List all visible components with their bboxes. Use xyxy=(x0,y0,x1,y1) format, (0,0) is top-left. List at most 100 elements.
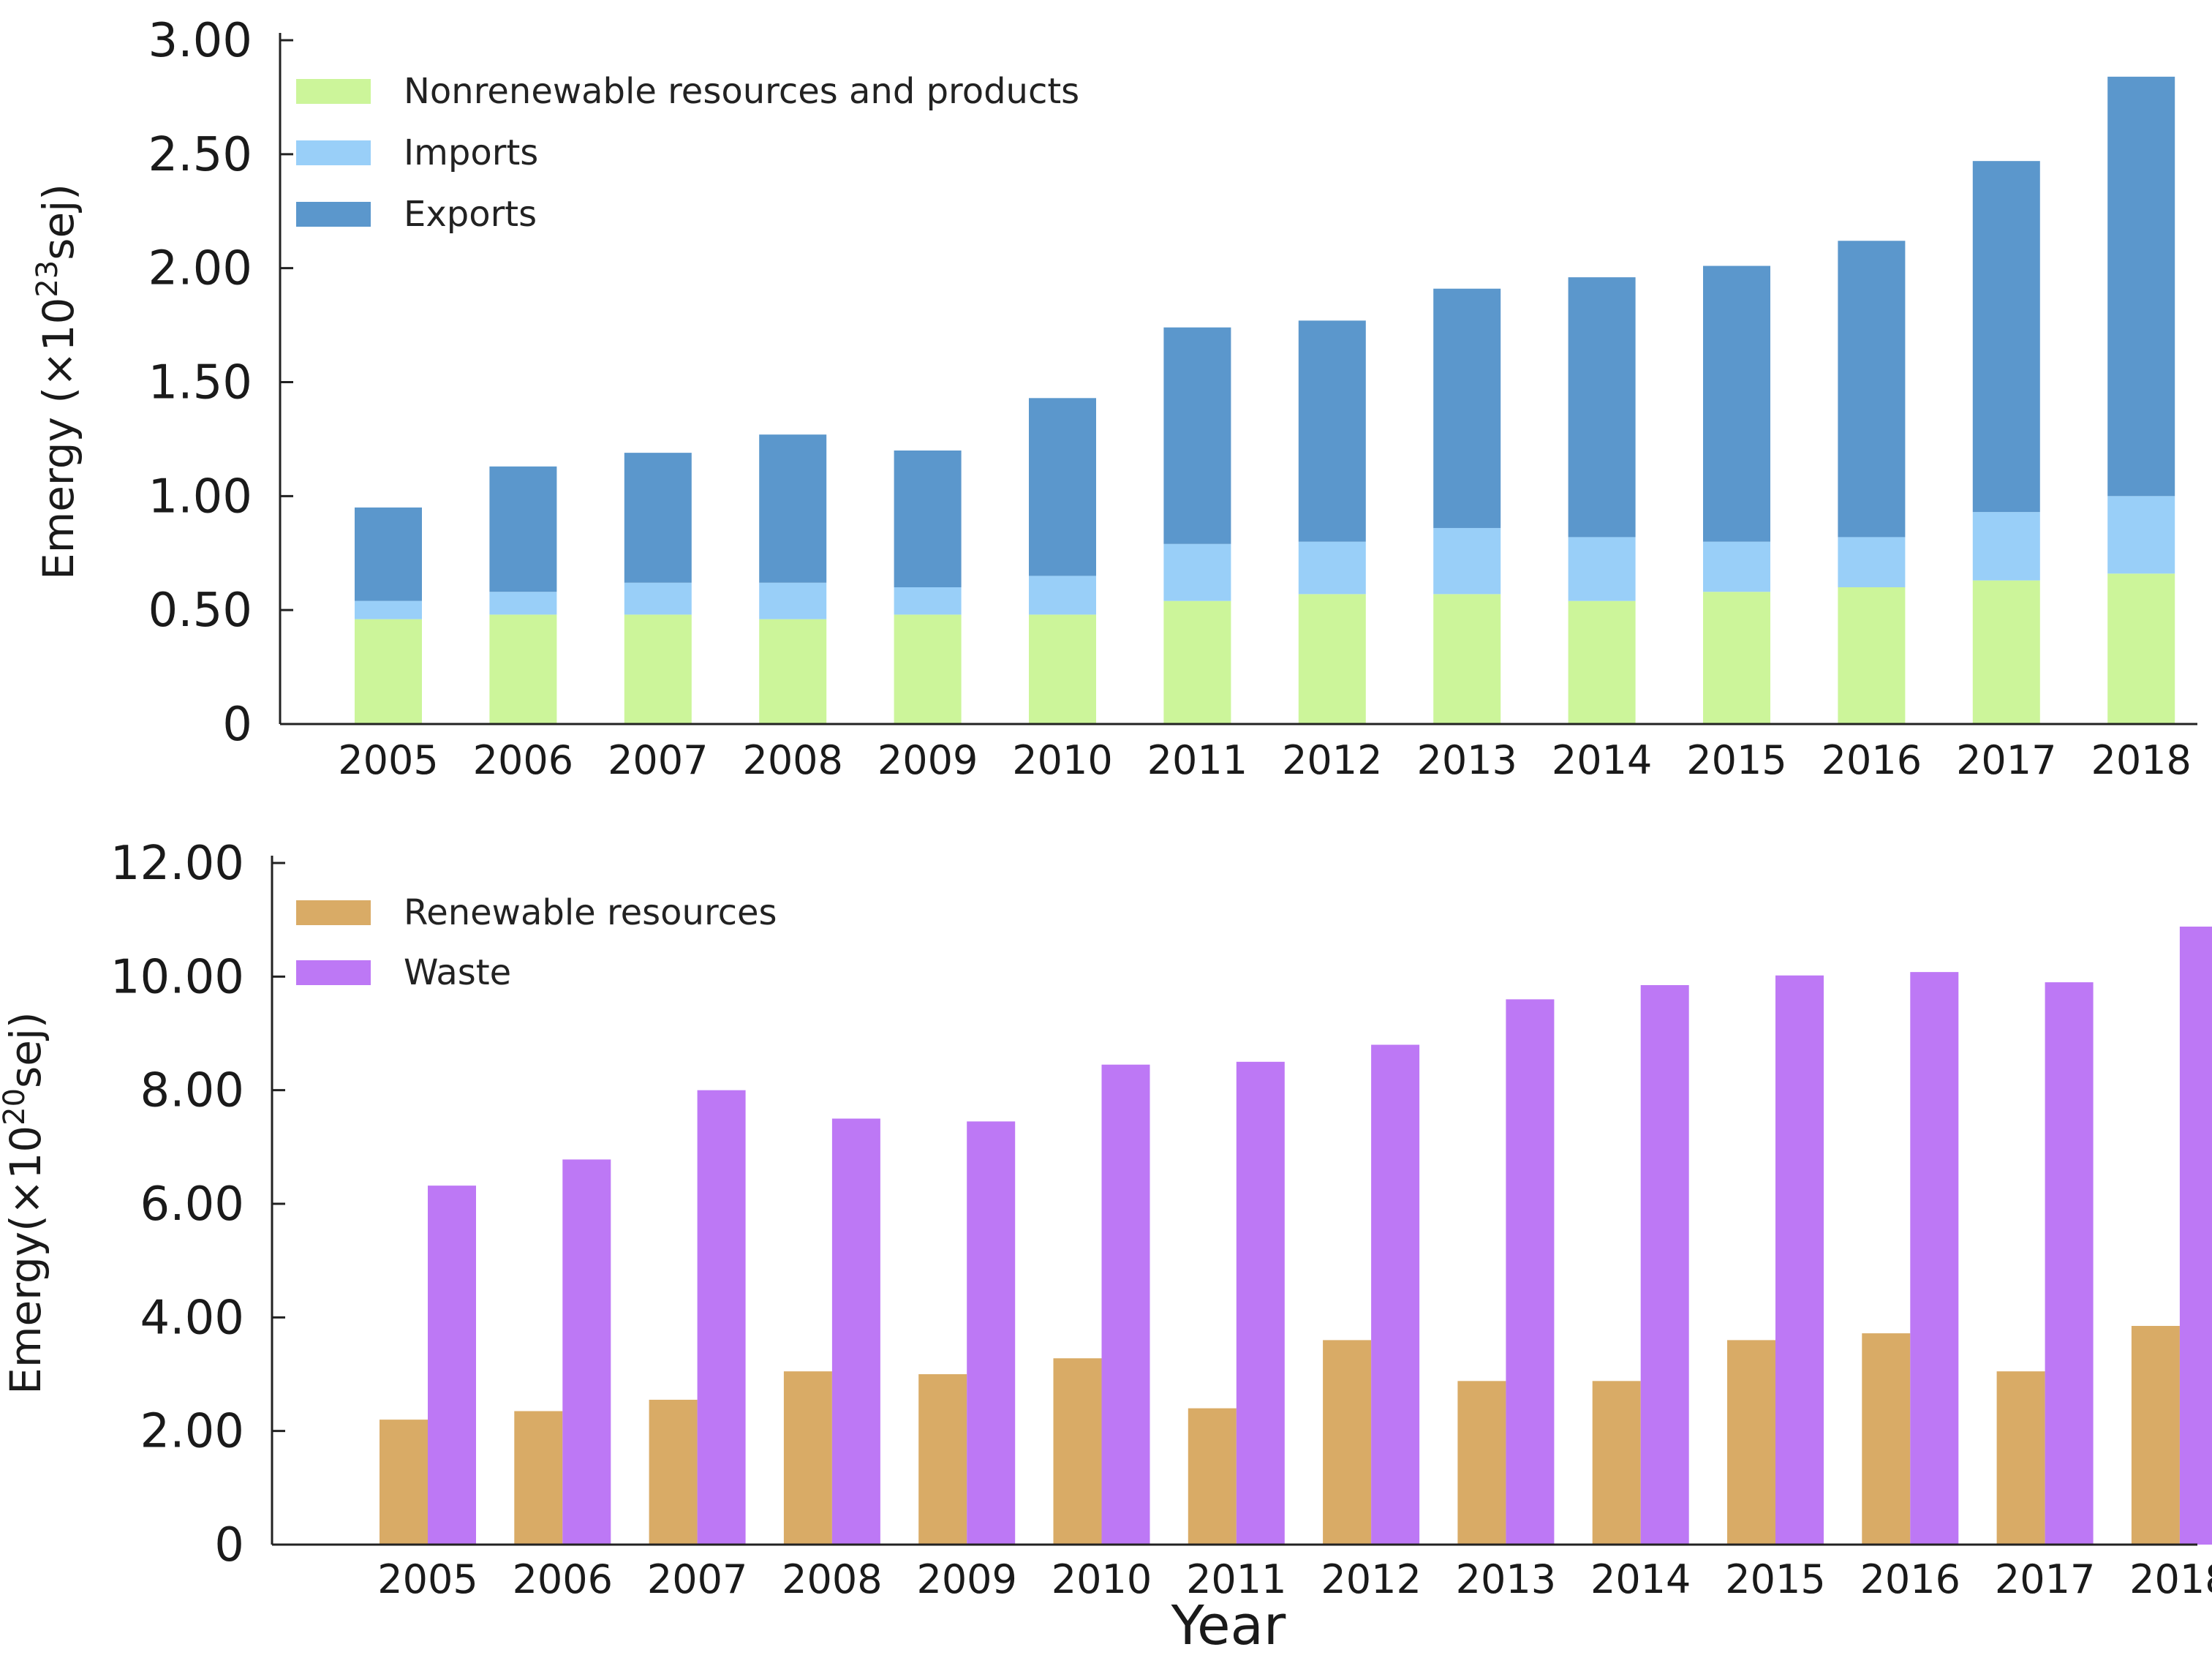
bar-imports-2005 xyxy=(355,600,422,619)
x-tick-label-2015: 2015 xyxy=(1686,737,1786,783)
legend-swatch-waste xyxy=(296,960,371,985)
y-tick-label: 8.00 xyxy=(140,1064,245,1118)
legend-swatch-nonrenewable-resources-and-products xyxy=(296,79,371,104)
y-tick-label: 10.00 xyxy=(110,950,244,1004)
y-tick-label: 0 xyxy=(222,698,252,752)
bar-waste-2008 xyxy=(831,1118,880,1545)
y-tick-label: 3.00 xyxy=(148,14,253,68)
bar-renewable-resources-2015 xyxy=(1727,1340,1775,1545)
x-tick-label-2013: 2013 xyxy=(1416,737,1517,783)
bar-waste-2015 xyxy=(1775,975,1824,1545)
bar-renewable-resources-2014 xyxy=(1592,1381,1641,1545)
bar-waste-2016 xyxy=(1910,972,1959,1545)
x-tick-label-2017: 2017 xyxy=(1995,1556,2095,1602)
bar-waste-2009 xyxy=(967,1121,1016,1545)
bar-exports-2015 xyxy=(1703,265,1770,542)
bar-nonrenewable-resources-and-products-2007 xyxy=(624,614,692,724)
bar-exports-2005 xyxy=(355,507,422,601)
bar-waste-2005 xyxy=(428,1186,476,1545)
bar-exports-2008 xyxy=(759,434,827,583)
bar-waste-2017 xyxy=(2045,982,2094,1545)
x-tick-label-2006: 2006 xyxy=(473,737,573,783)
bar-imports-2008 xyxy=(759,582,827,619)
bar-renewable-resources-2006 xyxy=(514,1411,563,1545)
bar-exports-2018 xyxy=(2107,76,2175,497)
bar-exports-2007 xyxy=(624,453,692,583)
x-tick-label-2017: 2017 xyxy=(1956,737,2056,783)
x-tick-label-2009: 2009 xyxy=(916,1556,1016,1602)
bar-renewable-resources-2007 xyxy=(649,1399,698,1545)
bar-waste-2011 xyxy=(1236,1061,1285,1545)
bar-nonrenewable-resources-and-products-2014 xyxy=(1568,600,1636,724)
bar-exports-2017 xyxy=(1972,161,2040,513)
bar-nonrenewable-resources-and-products-2009 xyxy=(894,614,962,724)
x-tick-label-2014: 2014 xyxy=(1552,737,1652,783)
bar-renewable-resources-2016 xyxy=(1862,1333,1911,1545)
y-axis-label: Emergy(×1020sej) xyxy=(0,1011,50,1394)
bar-nonrenewable-resources-and-products-2015 xyxy=(1703,592,1770,724)
x-tick-label-2011: 2011 xyxy=(1147,737,1247,783)
legend-label-imports: Imports xyxy=(404,132,538,173)
x-tick-label-2018: 2018 xyxy=(2129,1556,2212,1602)
legend-swatch-imports xyxy=(296,140,371,165)
y-tick-label: 0 xyxy=(214,1518,244,1572)
bar-imports-2011 xyxy=(1163,543,1231,601)
legend-label-exports: Exports xyxy=(404,194,537,235)
bar-waste-2013 xyxy=(1506,999,1555,1545)
y-tick-label: 6.00 xyxy=(140,1177,245,1232)
bar-imports-2016 xyxy=(1838,537,1906,587)
x-tick-label-2010: 2010 xyxy=(1012,737,1112,783)
bar-imports-2015 xyxy=(1703,541,1770,592)
bar-renewable-resources-2013 xyxy=(1457,1381,1506,1545)
x-tick-label-2012: 2012 xyxy=(1321,1556,1421,1602)
y-tick-label: 2.00 xyxy=(148,242,253,296)
legend-label-renewable-resources: Renewable resources xyxy=(404,892,777,933)
bar-imports-2007 xyxy=(624,582,692,615)
bar-exports-2012 xyxy=(1298,320,1366,542)
y-tick-label: 4.00 xyxy=(140,1291,245,1345)
x-tick-label-2015: 2015 xyxy=(1725,1556,1825,1602)
bar-renewable-resources-2010 xyxy=(1053,1358,1102,1545)
bar-nonrenewable-resources-and-products-2011 xyxy=(1163,600,1231,724)
bottom-chart-renewable-waste: 0 2.00 4.00 6.00 8.00 10.00 12.00 2005 2006 2007 2… xyxy=(0,837,2212,1657)
x-tick-label-2006: 2006 xyxy=(513,1556,613,1602)
bar-renewable-resources-2012 xyxy=(1323,1340,1372,1545)
x-axis-title: Year xyxy=(1171,1594,1286,1657)
y-tick-label: 12.00 xyxy=(110,837,244,891)
x-tick-label-2012: 2012 xyxy=(1282,737,1382,783)
x-tick-label-2007: 2007 xyxy=(608,737,708,783)
bar-renewable-resources-2011 xyxy=(1188,1408,1237,1545)
x-tick-label-2011: 2011 xyxy=(1186,1556,1286,1602)
bar-renewable-resources-2009 xyxy=(918,1374,967,1545)
legend: Renewable resources Waste xyxy=(296,892,777,993)
bar-exports-2016 xyxy=(1838,241,1906,538)
bar-nonrenewable-resources-and-products-2018 xyxy=(2107,573,2175,724)
bar-nonrenewable-resources-and-products-2013 xyxy=(1433,594,1501,724)
y-tick-label: 1.50 xyxy=(148,356,253,410)
x-tick-label-2010: 2010 xyxy=(1052,1556,1152,1602)
bar-waste-2012 xyxy=(1371,1044,1420,1545)
bar-exports-2010 xyxy=(1029,398,1096,576)
x-tick-label-2008: 2008 xyxy=(742,737,842,783)
x-tick-label-2016: 2016 xyxy=(1822,737,1922,783)
bar-nonrenewable-resources-and-products-2012 xyxy=(1298,594,1366,724)
y-tick-label: 2.00 xyxy=(140,1405,245,1459)
x-tick-label-2018: 2018 xyxy=(2091,737,2191,783)
bar-exports-2006 xyxy=(489,466,557,592)
legend-swatch-exports xyxy=(296,202,371,227)
x-tick-label-2007: 2007 xyxy=(647,1556,747,1602)
x-tick-label-2005: 2005 xyxy=(377,1556,477,1602)
top-chart-stacked-emergy: 0 0.50 1.00 1.50 2.00 2.50 3.00 2005 2006 2007 200… xyxy=(31,14,2197,783)
x-tick-label-2016: 2016 xyxy=(1860,1556,1960,1602)
bar-nonrenewable-resources-and-products-2008 xyxy=(759,619,827,724)
bar-nonrenewable-resources-and-products-2017 xyxy=(1972,580,2040,724)
bar-imports-2012 xyxy=(1298,541,1366,595)
legend-label-waste: Waste xyxy=(404,952,511,993)
x-tick-label-2009: 2009 xyxy=(877,737,978,783)
bar-renewable-resources-2008 xyxy=(783,1371,832,1545)
x-tick-label-2014: 2014 xyxy=(1590,1556,1691,1602)
bar-exports-2009 xyxy=(894,451,962,587)
y-axis-label: Emergy (×1023sej) xyxy=(31,184,83,580)
legend-swatch-renewable-resources xyxy=(296,900,371,925)
